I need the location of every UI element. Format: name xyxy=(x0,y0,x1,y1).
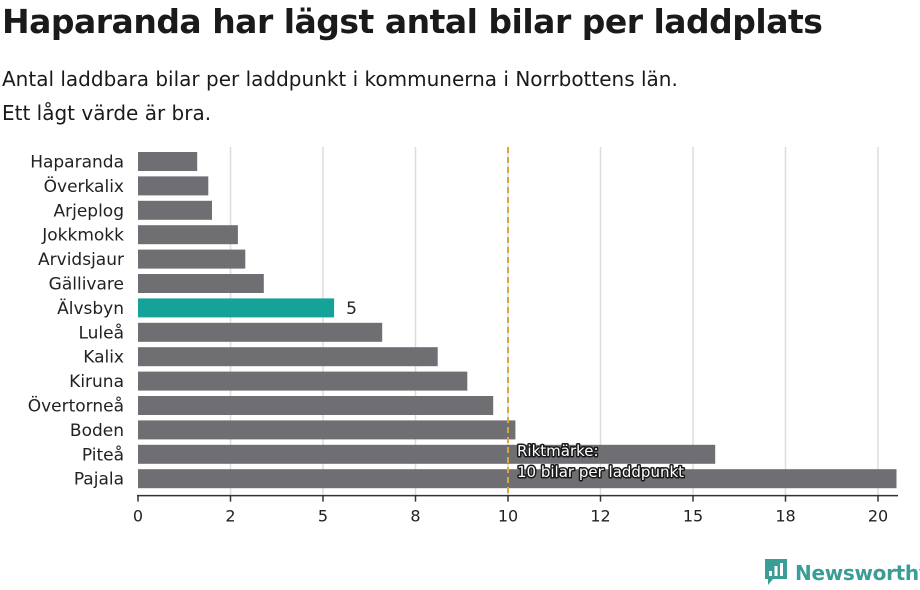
category-label: Pajala xyxy=(74,470,124,490)
reference-label-line-1: Riktmärke: xyxy=(517,442,599,460)
subtitle-line-1: Antal laddbara bilar per laddpunkt i kom… xyxy=(2,67,678,91)
x-tick-label: 0 xyxy=(133,507,143,526)
bar xyxy=(138,444,716,464)
subtitle-line-2: Ett lågt värde är bra. xyxy=(2,101,212,125)
category-label: Kiruna xyxy=(69,372,124,392)
category-label: Överkalix xyxy=(44,175,124,197)
bar xyxy=(138,225,238,245)
bar xyxy=(138,322,383,342)
bar xyxy=(138,176,209,196)
x-tick-label: 8 xyxy=(410,507,420,526)
bar xyxy=(138,249,246,269)
logo-text: Newsworthy xyxy=(795,561,920,585)
category-label: Älvsbyn xyxy=(57,298,124,319)
bar xyxy=(138,469,897,489)
category-label: Luleå xyxy=(78,322,124,343)
chart-title: Haparanda har lägst antal bilar per ladd… xyxy=(2,2,823,41)
category-label: Kalix xyxy=(83,348,124,368)
category-label: Piteå xyxy=(82,444,124,465)
x-tick-label: 18 xyxy=(775,507,795,526)
newsworthy-logo-icon xyxy=(765,559,787,585)
chart-subtitle: Antal laddbara bilar per laddpunkt i kom… xyxy=(2,62,678,130)
newsworthy-logo: Newsworthy xyxy=(764,558,920,588)
bar xyxy=(138,274,264,293)
category-label: Boden xyxy=(70,421,124,441)
category-label: Gällivare xyxy=(49,275,124,295)
category-label: Haparanda xyxy=(30,153,124,173)
bar xyxy=(138,371,468,391)
highlight-data-label: 5 xyxy=(346,299,357,319)
x-tick-label: 12 xyxy=(590,507,610,526)
category-label: Jokkmokk xyxy=(41,226,124,246)
x-tick-label: 15 xyxy=(683,507,703,526)
x-tick-label: 5 xyxy=(318,507,328,526)
reference-label-line-2: 10 bilar per laddpunkt xyxy=(517,463,684,481)
category-label: Övertorneå xyxy=(28,395,124,417)
category-label: Arjeplog xyxy=(53,201,124,221)
category-label: Arvidsjaur xyxy=(38,250,124,270)
bar xyxy=(138,298,335,318)
x-tick-label: 20 xyxy=(868,507,888,526)
bar xyxy=(138,152,198,171)
bar xyxy=(138,396,494,415)
x-tick-label: 10 xyxy=(498,507,518,526)
bar xyxy=(138,200,212,220)
x-tick-label: 2 xyxy=(225,507,235,526)
bar xyxy=(138,420,516,440)
bar xyxy=(138,347,438,367)
